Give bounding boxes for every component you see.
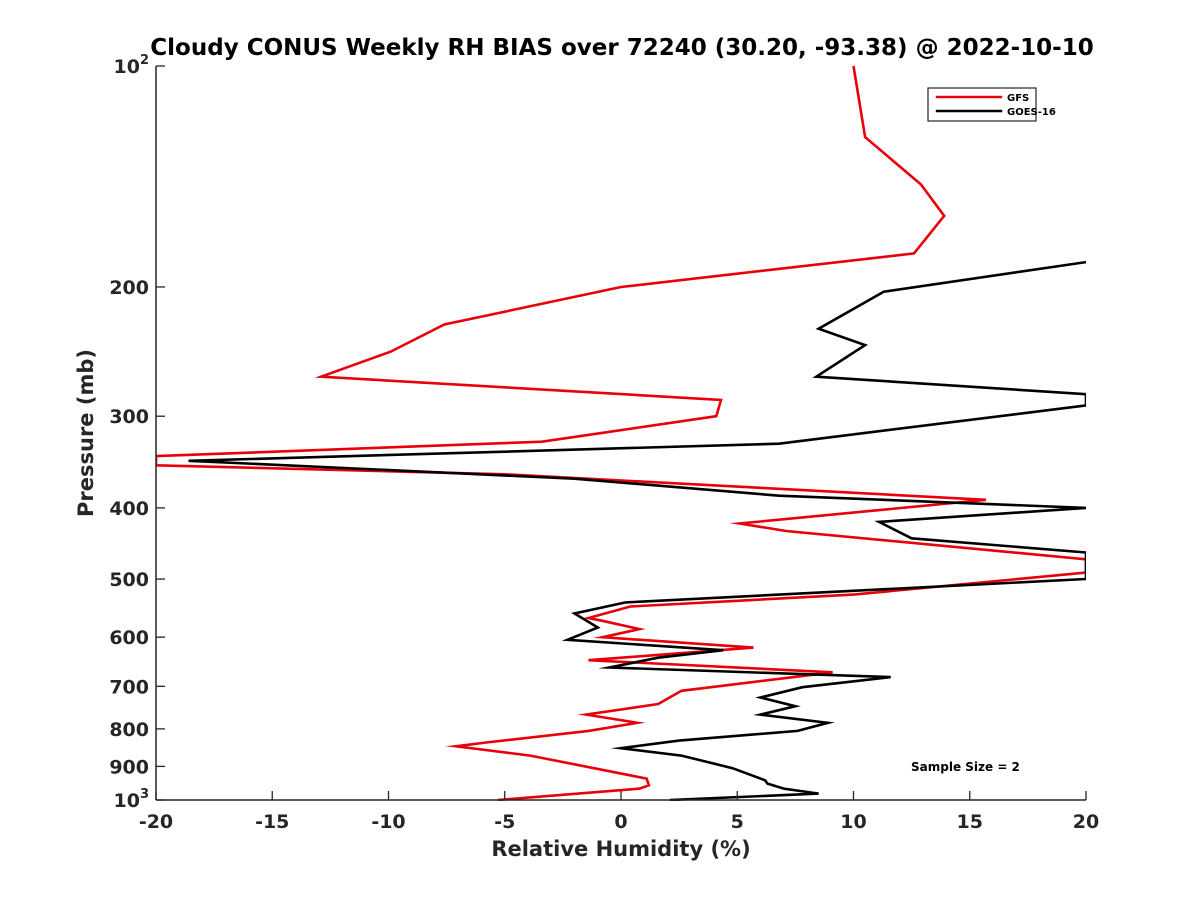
y-axis-label: Pressure (mb) <box>74 349 98 517</box>
x-tick-label: -20 <box>139 811 173 833</box>
x-tick-label: 15 <box>957 811 983 833</box>
y-tick-label: 900 <box>109 756 149 778</box>
x-tick-label: -15 <box>255 811 289 833</box>
x-tick-label: 5 <box>731 811 744 833</box>
x-tick-label: 0 <box>614 811 627 833</box>
y-tick-label: 102 <box>114 53 150 78</box>
sample-size-annotation: Sample Size = 2 <box>911 760 1020 774</box>
x-tick-label: -5 <box>494 811 515 833</box>
plot-area <box>156 66 1086 800</box>
x-tick-label: 10 <box>840 811 866 833</box>
y-tick-label: 600 <box>109 627 149 649</box>
y-tick-label: 200 <box>109 277 149 299</box>
y-tick-label: 400 <box>109 498 149 520</box>
series-line-gfs <box>156 65 1086 801</box>
legend: GFS GOES-16 <box>927 87 1056 122</box>
y-tick-label: 103 <box>114 787 150 812</box>
y-tick-label: 300 <box>109 406 149 428</box>
y-ticks: 102 200 300 400 500 600 700 800 900 103 <box>109 53 165 812</box>
y-tick-label: 700 <box>109 676 149 698</box>
legend-label-gfs: GFS <box>1007 93 1029 104</box>
series-line-goes16 <box>188 260 1086 801</box>
chart-title: Cloudy CONUS Weekly RH BIAS over 72240 (… <box>150 35 1093 61</box>
y-tick-label: 800 <box>109 719 149 741</box>
series-layer <box>156 65 1086 801</box>
x-tick-label: 20 <box>1073 811 1099 833</box>
legend-box <box>927 87 1037 122</box>
y-tick-label: 500 <box>109 569 149 591</box>
x-tick-label: -10 <box>371 811 405 833</box>
legend-label-goes16: GOES-16 <box>1007 107 1056 118</box>
x-ticks: -20 -15 -10 -5 0 5 10 15 20 <box>139 791 1099 833</box>
x-axis-label: Relative Humidity (%) <box>491 837 750 861</box>
